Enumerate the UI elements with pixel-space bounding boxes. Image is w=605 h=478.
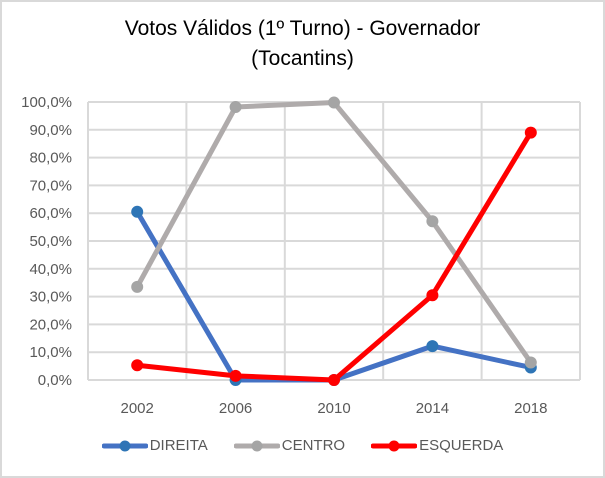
x-tick-label: 2014 [416,400,449,417]
data-point-marker[interactable] [131,205,144,218]
legend-label: DIREITA [149,437,208,454]
x-tick-label: 2002 [121,400,154,417]
series-esquerda [131,126,537,386]
series-centro [131,96,537,369]
data-point-marker[interactable] [131,359,144,372]
y-axis-ticks: 100,0% 90,0% 80,0% 70,0% 60,0% 50,0% 40,0% 30,0… [21,94,72,389]
data-point-marker[interactable] [131,280,144,293]
legend-label: ESQUERDA [419,437,504,454]
y-tick-label: 0,0% [38,372,72,389]
series-line [134,130,534,383]
data-point-marker[interactable] [426,289,439,302]
data-point-marker[interactable] [524,356,537,369]
x-tick-label: 2018 [514,400,547,417]
y-tick-label: 80,0% [29,150,72,167]
y-tick-label: 70,0% [29,177,72,194]
data-point-marker[interactable] [229,369,242,382]
y-tick-label: 20,0% [29,316,72,333]
x-tick-label: 2010 [317,400,350,417]
legend-line-marker-icon [233,440,280,451]
data-point-marker[interactable] [328,374,340,386]
y-tick-label: 100,0% [21,94,72,111]
x-axis-ticks: 2002 2006 2010 2014 2018 [121,400,548,417]
legend-item-centro[interactable]: CENTRO [233,437,346,454]
y-tick-label: 40,0% [29,261,72,278]
chart-title-line-2: (Tocantins) [251,47,354,70]
data-point-marker[interactable] [328,96,340,109]
data-series [131,96,537,386]
legend-label: CENTRO [281,437,346,454]
y-tick-label: 30,0% [29,289,72,306]
legend-line-marker-icon [371,440,418,451]
data-point-marker[interactable] [426,340,439,353]
data-point-marker[interactable] [426,215,439,228]
x-tick-label: 2006 [219,400,252,417]
y-tick-label: 60,0% [29,205,72,222]
data-point-marker[interactable] [524,126,537,139]
legend-line-marker-icon [101,440,148,451]
y-tick-label: 10,0% [29,344,72,361]
legend: DIREITA CENTRO ESQUERDA [0,437,605,454]
data-point-marker[interactable] [229,101,242,114]
legend-item-esquerda[interactable]: ESQUERDA [371,437,503,454]
chart-title: Votos Válidos (1º Turno) - Governador (T… [0,14,605,74]
y-tick-label: 50,0% [29,233,72,250]
legend-item-direita[interactable]: DIREITA [101,437,208,454]
y-tick-label: 90,0% [29,122,72,139]
chart-title-line-1: Votos Válidos (1º Turno) - Governador [124,17,481,40]
